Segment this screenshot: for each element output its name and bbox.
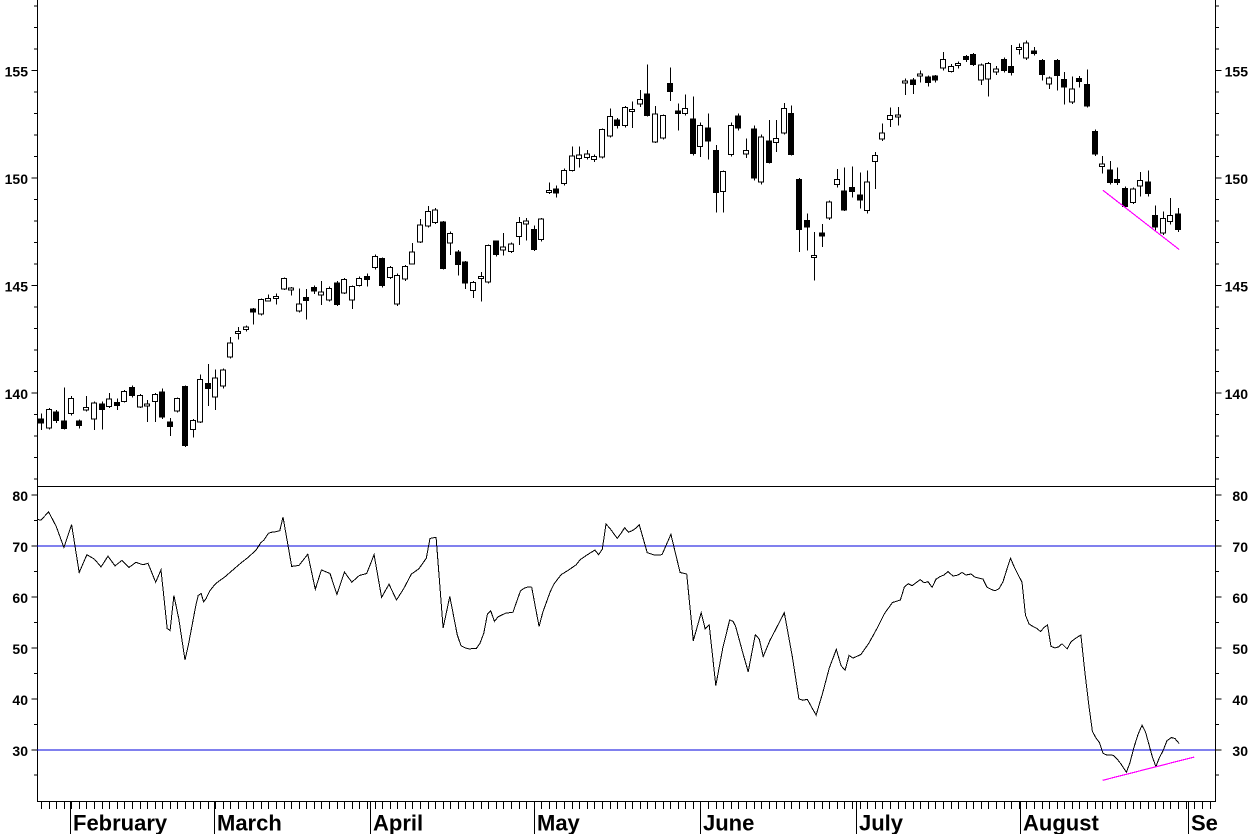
svg-text:July: July bbox=[859, 811, 904, 835]
svg-text:60: 60 bbox=[12, 590, 28, 606]
svg-text:50: 50 bbox=[1232, 641, 1248, 657]
svg-text:50: 50 bbox=[12, 641, 28, 657]
svg-text:150: 150 bbox=[5, 171, 29, 187]
svg-text:30: 30 bbox=[12, 743, 28, 759]
svg-text:April: April bbox=[373, 811, 423, 835]
svg-text:Se: Se bbox=[1191, 811, 1218, 835]
svg-text:60: 60 bbox=[1232, 590, 1248, 606]
svg-text:145: 145 bbox=[5, 279, 29, 295]
svg-text:40: 40 bbox=[1232, 692, 1248, 708]
svg-text:155: 155 bbox=[1225, 64, 1249, 80]
svg-text:155: 155 bbox=[5, 64, 29, 80]
svg-text:May: May bbox=[537, 811, 581, 835]
svg-text:40: 40 bbox=[12, 692, 28, 708]
svg-text:145: 145 bbox=[1225, 279, 1249, 295]
svg-text:140: 140 bbox=[5, 386, 29, 402]
svg-text:150: 150 bbox=[1225, 171, 1249, 187]
svg-text:70: 70 bbox=[1232, 539, 1248, 555]
svg-text:February: February bbox=[73, 811, 168, 835]
svg-text:March: March bbox=[217, 811, 282, 835]
svg-text:80: 80 bbox=[12, 488, 28, 504]
svg-text:70: 70 bbox=[12, 539, 28, 555]
svg-text:80: 80 bbox=[1232, 488, 1248, 504]
svg-text:30: 30 bbox=[1232, 743, 1248, 759]
svg-text:June: June bbox=[703, 811, 754, 835]
svg-text:140: 140 bbox=[1225, 386, 1249, 402]
svg-text:August: August bbox=[1023, 811, 1099, 835]
